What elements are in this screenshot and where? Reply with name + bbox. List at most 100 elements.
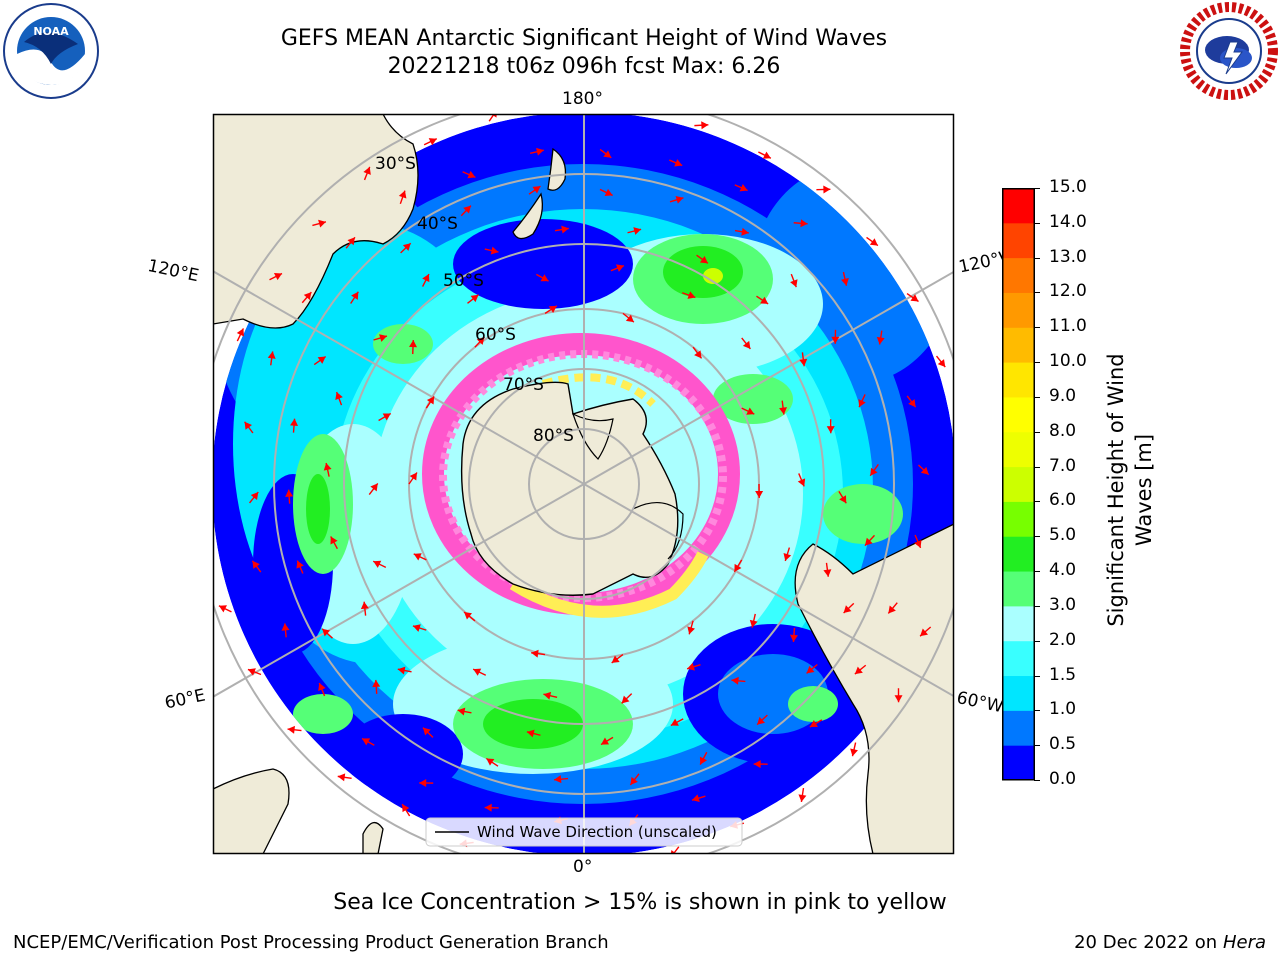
wave-direction-arrowhead [753, 760, 761, 769]
wave-direction-arrowhead [633, 227, 642, 235]
wave-direction-arrowhead [532, 186, 541, 194]
colorbar-tick-mark [1034, 675, 1040, 677]
colorbar-segment [1002, 257, 1034, 293]
wave-direction-arrowhead [250, 492, 259, 500]
wind-wave-arrows [218, 114, 946, 854]
colorbar-segment [1002, 710, 1034, 746]
wave-direction-arrowhead [247, 668, 256, 676]
colorbar-segment [1002, 675, 1034, 711]
wave-direction-arrowhead [854, 666, 863, 675]
colorbar-tick-mark [1034, 396, 1040, 398]
wave-direction-arrowhead [322, 628, 331, 637]
colorbar-segment [1002, 327, 1034, 363]
colorbar-segment [1002, 188, 1034, 224]
wave-direction-arrowhead [379, 334, 387, 342]
wave-band-max [703, 268, 723, 284]
colorbar-title-line2: Waves [m] [1132, 433, 1156, 547]
wave-direction-arrowhead [296, 560, 304, 569]
map-frame [212, 113, 955, 855]
wave-direction-arrowhead [422, 727, 431, 736]
colorbar-segment [1002, 745, 1034, 781]
wave-direction-arrowhead [373, 560, 382, 568]
wave-direction-arrowhead [218, 605, 227, 613]
colorbar-tick-mark [1034, 501, 1040, 503]
legend-label: Wind Wave Direction (unscaled) [477, 823, 717, 841]
wave-direction-arrowhead [428, 138, 437, 146]
colorbar-segment [1002, 571, 1034, 607]
wave-direction-arrowhead [823, 185, 831, 194]
wave-direction-arrowhead [809, 719, 818, 727]
polar-map: 30°S 40°S 50°S 60°S 70°S 80°S Wind Wave … [212, 113, 955, 855]
new-zealand-land-south [512, 192, 544, 240]
wave-direction-arrowhead [876, 336, 885, 345]
wave-direction-arrowhead [548, 305, 557, 313]
wave-direction-arrowhead [755, 490, 764, 498]
wave-direction-arrowhead [252, 560, 260, 569]
wave-direction-arrowhead [790, 279, 798, 288]
wave-direction-arrowhead [691, 794, 700, 803]
wave-direction-arrowhead [894, 695, 903, 703]
wave-direction-arrowhead [412, 624, 421, 632]
colorbar-tick-label: 1.5 [1049, 664, 1077, 685]
colorbar-tick-mark [1034, 780, 1040, 781]
wave-direction-arrowhead [760, 296, 769, 304]
wave-direction-arrowhead [762, 151, 771, 159]
colorbar-ticks: 0.0 0.5 1.0 1.5 2.0 3.0 4.0 5.0 6.0 7.0 8.0 9.0 10.0… [1034, 177, 1094, 789]
lat-label-70s: 70°S [503, 375, 544, 395]
lon-label-0: 0° [573, 857, 593, 877]
south-america-land [794, 523, 954, 854]
wave-direction-arrowhead [604, 188, 613, 197]
australia-land [213, 114, 419, 329]
colorbar-tick-label: 7.0 [1049, 455, 1077, 476]
colorbar-tick-label: 11.0 [1049, 316, 1087, 337]
colorbar-segment [1002, 640, 1034, 677]
wave-direction-arrowhead [413, 553, 422, 561]
wave-direction-arrowhead [318, 682, 326, 691]
wave-direction-arrowhead [536, 147, 544, 156]
lat-label-80s: 80°S [533, 426, 574, 446]
wave-direction-arrowhead [372, 679, 381, 688]
wave-direction-arrowhead [363, 166, 371, 175]
wave-direction-arrowhead [467, 170, 476, 179]
wave-direction-arrowhead [699, 756, 708, 765]
wave-direction-arrowhead [603, 150, 612, 158]
credit-text: NCEP/EMC/Verification Post Processing Pr… [13, 932, 609, 953]
colorbar-tick-label: 8.0 [1049, 420, 1077, 441]
wave-direction-arrowhead [789, 634, 798, 642]
wave-direction-arrowhead [687, 626, 696, 635]
wave-direction-arrowhead [398, 190, 407, 199]
wave-direction-arrowhead [831, 336, 840, 344]
wave-direction-arrowhead [615, 264, 624, 272]
wave-direction-arrowhead [290, 418, 299, 426]
colorbar-segment [1002, 362, 1034, 398]
colorbar-tick-label: 15.0 [1049, 177, 1087, 197]
wave-direction-arrowhead [920, 466, 929, 475]
wave-direction-arrowhead [419, 779, 427, 788]
colorbar-tick-label: 10.0 [1049, 351, 1087, 372]
wave-direction-arrowhead [826, 426, 835, 434]
wave-direction-arrowhead [914, 539, 922, 548]
colorbar-tick-label: 0.5 [1049, 734, 1077, 755]
wave-direction-arrowhead [864, 537, 873, 546]
wave-direction-arrowhead [749, 619, 758, 628]
colorbar-tick-mark [1034, 257, 1040, 259]
colorbar-segment [1002, 396, 1034, 433]
wave-direction-arrowhead [554, 775, 562, 784]
lat-label-30s: 30°S [375, 154, 416, 174]
lon-label-60w: 60°W [954, 688, 1005, 718]
colorbar-tick-mark [1034, 640, 1040, 642]
wave-direction-arrowhead [362, 738, 371, 746]
colorbar-tick-mark [1034, 710, 1040, 712]
wave-direction-arrowhead [470, 294, 479, 303]
wave-direction-arrowhead [910, 294, 919, 302]
colorbar-tick-mark [1034, 605, 1040, 607]
wave-direction-arrowhead [670, 718, 679, 726]
wave-direction-arrowhead [287, 725, 295, 734]
wave-direction-arrowhead [843, 605, 852, 614]
colorbar-tick-label: 3.0 [1049, 594, 1077, 615]
wave-direction-arrowhead [267, 351, 276, 359]
wave-direction-arrowhead [701, 121, 709, 130]
colorbar-tick-label: 6.0 [1049, 490, 1077, 511]
colorbar-tick-label: 14.0 [1049, 211, 1087, 232]
colorbar-title-line1: Significant Height of Wind [1104, 353, 1128, 627]
